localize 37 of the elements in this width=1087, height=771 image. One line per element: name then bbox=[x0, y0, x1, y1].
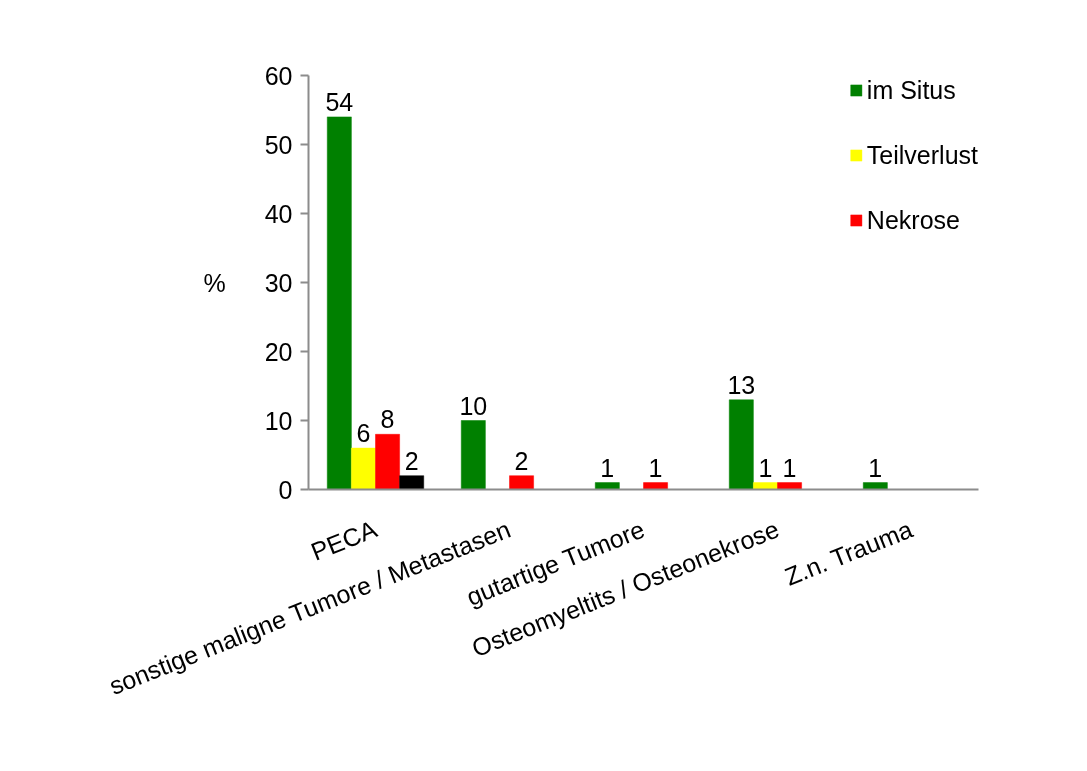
y-tick-label: 20 bbox=[264, 337, 293, 366]
y-tick-label: 60 bbox=[264, 61, 293, 90]
bar bbox=[777, 482, 802, 490]
bar bbox=[461, 420, 486, 490]
data-label: 10 bbox=[459, 391, 488, 420]
data-label: 1 bbox=[648, 453, 663, 482]
bar bbox=[399, 475, 424, 490]
data-label: 2 bbox=[404, 446, 419, 475]
data-label: 8 bbox=[380, 405, 395, 434]
y-tick-label: 0 bbox=[278, 475, 293, 504]
data-label: 2 bbox=[514, 446, 529, 475]
bar bbox=[643, 482, 668, 490]
data-label: 13 bbox=[727, 370, 756, 399]
legend-label: Teilverlust bbox=[866, 140, 978, 170]
y-axis-title: % bbox=[203, 268, 226, 297]
data-label: 1 bbox=[600, 453, 615, 482]
bar bbox=[327, 116, 352, 490]
y-tick-label: 50 bbox=[264, 130, 293, 159]
bar bbox=[729, 399, 754, 490]
bar bbox=[375, 434, 400, 490]
y-tick-label: 30 bbox=[264, 268, 293, 297]
legend-label: Nekrose bbox=[866, 205, 960, 235]
data-label: 1 bbox=[758, 453, 773, 482]
bar bbox=[351, 447, 376, 490]
y-tick-label: 10 bbox=[264, 406, 293, 435]
bar bbox=[753, 482, 778, 490]
data-label: 54 bbox=[325, 87, 354, 116]
bar bbox=[595, 482, 620, 490]
bar bbox=[863, 482, 888, 490]
bar bbox=[509, 475, 534, 490]
x-tick-label: PECA bbox=[307, 514, 381, 566]
x-tick-label: Z.n. Trauma bbox=[780, 514, 917, 591]
data-label: 1 bbox=[782, 453, 797, 482]
data-label: 6 bbox=[356, 419, 371, 448]
legend-label: im Situs bbox=[866, 75, 956, 105]
y-tick-label: 40 bbox=[264, 199, 293, 228]
data-label: 1 bbox=[868, 453, 883, 482]
